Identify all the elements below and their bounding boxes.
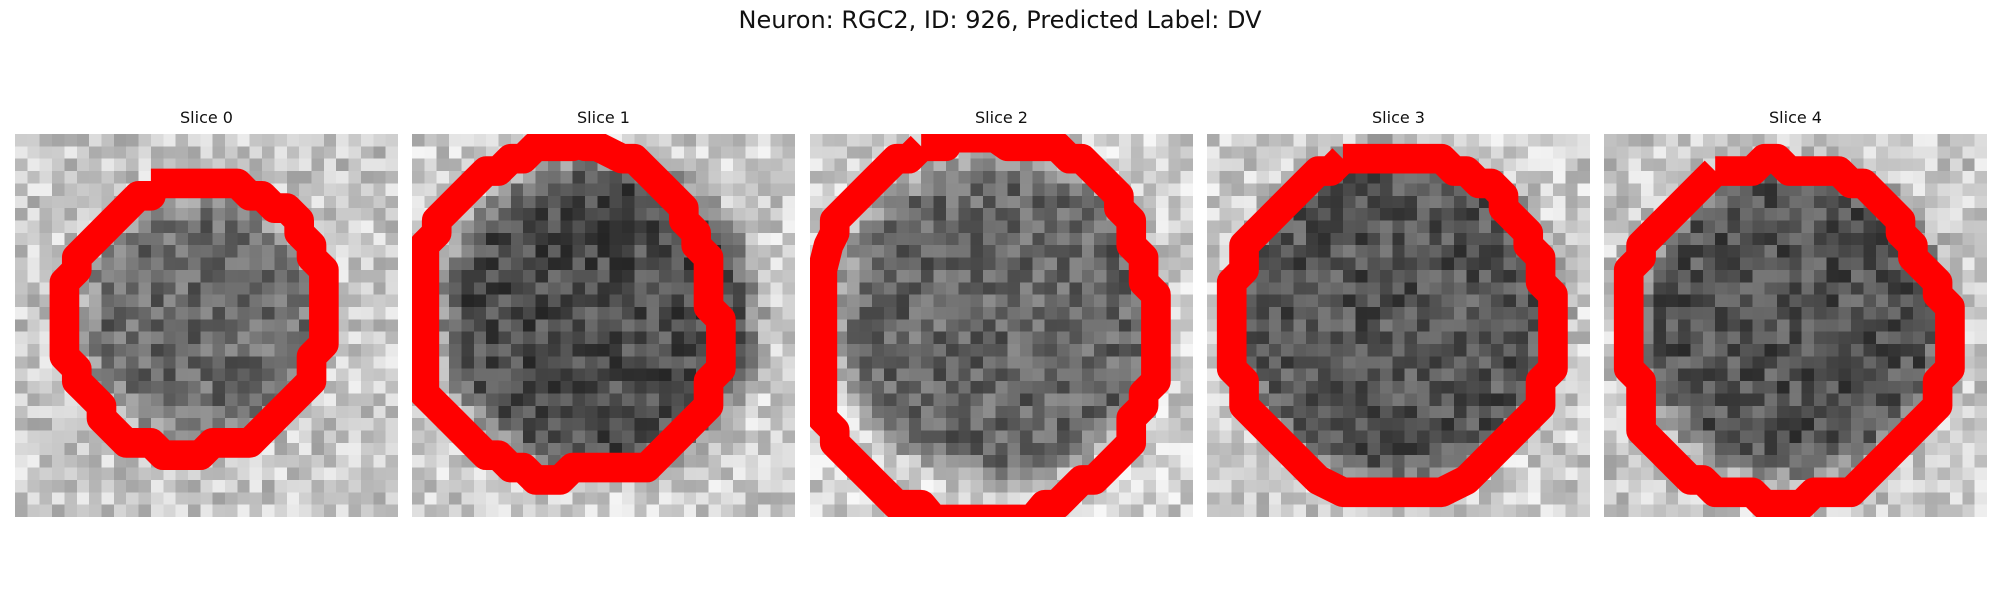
slice-panel-0: Slice 0: [15, 108, 398, 528]
roi-outline-1: [412, 134, 736, 495]
slice-title-1: Slice 1: [577, 108, 630, 127]
slice-title-2: Slice 2: [975, 108, 1028, 127]
slice-title-4: Slice 4: [1769, 108, 1822, 127]
figure-title: Neuron: RGC2, ID: 926, Predicted Label: …: [738, 6, 1262, 34]
slice-title-3: Slice 3: [1372, 108, 1425, 127]
slice-title-0: Slice 0: [180, 108, 233, 127]
slice-panel-3: Slice 3: [1207, 108, 1590, 528]
slice-panel-2: Slice 2: [810, 108, 1193, 528]
slice-panel-1: Slice 1: [412, 108, 795, 528]
slice-image-0: [15, 134, 398, 517]
roi-outline-2: [810, 134, 1171, 517]
slice-image-1: [412, 134, 795, 517]
slice-image-3: [1207, 134, 1590, 517]
slice-panel-4: Slice 4: [1604, 108, 1987, 528]
slice-image-4: [1604, 134, 1987, 517]
roi-outline-0: [49, 168, 339, 471]
roi-outline-4: [1613, 143, 1965, 517]
slice-image-2: [810, 134, 1193, 517]
roi-outline-3: [1216, 143, 1568, 508]
